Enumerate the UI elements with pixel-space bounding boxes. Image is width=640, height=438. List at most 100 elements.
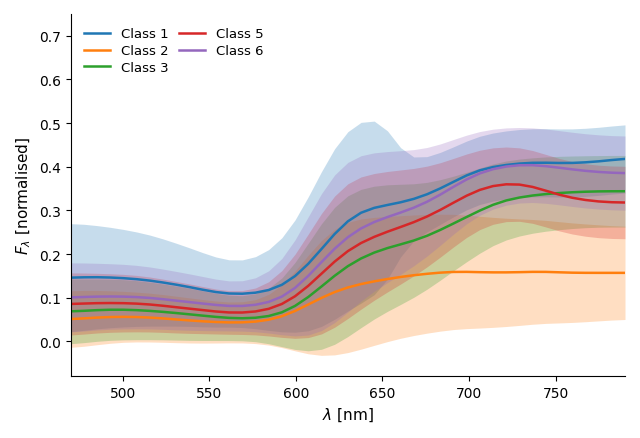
Class 3 xyxy=(305,295,312,300)
Class 5 xyxy=(317,272,325,277)
Class 1 xyxy=(265,288,273,293)
Class 5 xyxy=(67,302,74,307)
Class 6 xyxy=(93,294,101,300)
Line: Class 3: Class 3 xyxy=(70,192,625,318)
Class 1 xyxy=(331,232,339,237)
Class 5 xyxy=(159,304,167,309)
Class 1 xyxy=(397,200,404,205)
Class 3 xyxy=(199,313,207,318)
Class 5 xyxy=(305,283,312,289)
Class 1 xyxy=(476,168,484,173)
Class 5 xyxy=(212,309,220,314)
Class 2 xyxy=(582,271,589,276)
Class 6 xyxy=(291,286,299,291)
Class 2 xyxy=(317,296,325,301)
Class 3 xyxy=(397,242,404,247)
Class 2 xyxy=(621,271,629,276)
Class 5 xyxy=(239,310,246,315)
Class 3 xyxy=(529,194,536,199)
Class 2 xyxy=(67,317,74,322)
Class 1 xyxy=(278,283,285,288)
Class 1 xyxy=(239,291,246,297)
Class 1 xyxy=(582,160,589,166)
Class 3 xyxy=(371,251,378,256)
Class 1 xyxy=(93,275,101,280)
Class 5 xyxy=(80,301,88,307)
Class 6 xyxy=(555,166,563,171)
Class 6 xyxy=(265,300,273,305)
Class 2 xyxy=(476,270,484,275)
Class 5 xyxy=(516,183,524,188)
Class 3 xyxy=(146,308,154,314)
Class 6 xyxy=(357,226,365,232)
Class 2 xyxy=(212,320,220,325)
Class 1 xyxy=(449,180,457,185)
Class 5 xyxy=(120,301,127,306)
Class 5 xyxy=(410,220,418,225)
Class 2 xyxy=(489,270,497,276)
Class 2 xyxy=(502,270,510,276)
Class 3 xyxy=(410,238,418,244)
Line: Class 6: Class 6 xyxy=(70,166,625,306)
Class 6 xyxy=(305,274,312,279)
Class 6 xyxy=(568,167,576,173)
Class 5 xyxy=(252,309,259,314)
Class 6 xyxy=(212,303,220,308)
Class 2 xyxy=(80,316,88,321)
Class 5 xyxy=(529,185,536,190)
Class 1 xyxy=(344,219,351,225)
Class 2 xyxy=(106,314,114,320)
Class 6 xyxy=(595,170,602,175)
Class 6 xyxy=(516,163,524,169)
Class 1 xyxy=(67,276,74,281)
Class 2 xyxy=(463,270,470,275)
Class 2 xyxy=(529,270,536,275)
Class 3 xyxy=(383,246,391,251)
Class 6 xyxy=(621,171,629,177)
Class 5 xyxy=(555,193,563,198)
Class 2 xyxy=(186,318,193,323)
Class 1 xyxy=(199,287,207,293)
Class 1 xyxy=(568,161,576,166)
Class 3 xyxy=(595,189,602,194)
Class 3 xyxy=(212,314,220,320)
Class 5 xyxy=(278,302,285,307)
Class 1 xyxy=(146,279,154,284)
Class 6 xyxy=(120,294,127,300)
Class 2 xyxy=(133,314,141,320)
Class 3 xyxy=(436,228,444,233)
Class 2 xyxy=(199,319,207,324)
Class 1 xyxy=(357,211,365,216)
Class 5 xyxy=(331,259,339,265)
Class 3 xyxy=(93,308,101,313)
Class 1 xyxy=(383,203,391,208)
Class 3 xyxy=(265,314,273,319)
Class 2 xyxy=(555,270,563,276)
Class 5 xyxy=(476,188,484,193)
Class 2 xyxy=(278,314,285,319)
Class 6 xyxy=(463,177,470,183)
Class 2 xyxy=(568,270,576,276)
Class 2 xyxy=(331,290,339,295)
Class 5 xyxy=(146,302,154,307)
Class 3 xyxy=(449,221,457,226)
Class 6 xyxy=(225,304,233,309)
Class 3 xyxy=(172,311,180,316)
Class 1 xyxy=(621,157,629,162)
Class 5 xyxy=(595,199,602,205)
Class 6 xyxy=(502,165,510,170)
Class 2 xyxy=(305,302,312,307)
Class 5 xyxy=(93,301,101,306)
Class 2 xyxy=(410,273,418,278)
Legend: Class 1, Class 2, Class 3, Class 5, Class 6: Class 1, Class 2, Class 3, Class 5, Clas… xyxy=(77,21,270,81)
Class 5 xyxy=(291,294,299,299)
Class 1 xyxy=(133,277,141,282)
Class 1 xyxy=(186,285,193,290)
Class 1 xyxy=(423,192,431,198)
Class 3 xyxy=(608,189,616,194)
Class 3 xyxy=(120,307,127,313)
Class 5 xyxy=(199,308,207,313)
Class 2 xyxy=(225,320,233,325)
Class 3 xyxy=(555,191,563,196)
Class 2 xyxy=(608,271,616,276)
